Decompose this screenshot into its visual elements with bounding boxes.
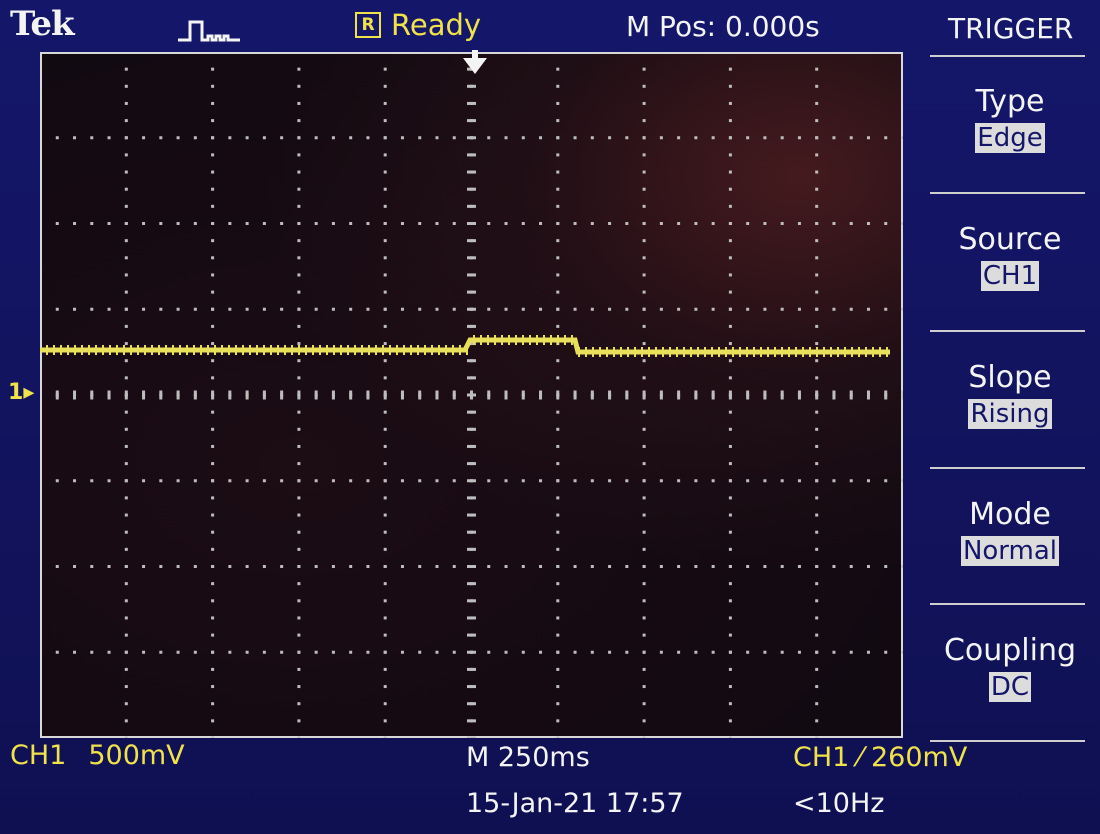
menu-item-type[interactable]: Type Edge (930, 84, 1090, 153)
status-bar: Tek R Ready M Pos: 0.000s (0, 0, 930, 50)
menu-item-value: Rising (968, 399, 1052, 429)
datetime-readout: 15-Jan-21 17:57 (466, 788, 684, 819)
menu-item-value: CH1 (980, 261, 1040, 291)
trigger-frequency-readout: <10Hz (793, 788, 885, 819)
trigger-level-readout: CH1 ⁄ 260mV (793, 742, 968, 773)
menu-item-source[interactable]: Source CH1 (930, 222, 1090, 291)
menu-divider (930, 603, 1085, 605)
graticule-grid (40, 67, 903, 738)
ch1-marker-label: 1 (8, 380, 24, 405)
menu-item-label: Slope (968, 360, 1052, 395)
menu-item-value: DC (988, 672, 1032, 702)
menu-item-value: Edge (975, 123, 1045, 153)
menu-divider (930, 192, 1085, 194)
brand-logo: Tek (10, 4, 75, 44)
menu-item-label: Source (958, 222, 1062, 257)
ch1-trace-line (40, 337, 890, 355)
run-state-badge: R (355, 12, 381, 38)
trigger-position-arrow-icon (463, 50, 487, 74)
menu-item-mode[interactable]: Mode Normal (930, 497, 1090, 566)
menu-item-label: Coupling (943, 633, 1077, 668)
graticule-display (40, 52, 903, 738)
trigger-menu: TRIGGER Type Edge Source CH1 Slope Risin… (930, 0, 1100, 834)
ch1-trace (40, 335, 890, 357)
menu-item-label: Mode (969, 497, 1051, 532)
menu-title: TRIGGER (948, 12, 1074, 45)
menu-divider (930, 740, 1085, 742)
timebase-readout: M 250ms (466, 742, 590, 773)
menu-item-value: Normal (960, 536, 1060, 566)
menu-item-slope[interactable]: Slope Rising (930, 360, 1090, 429)
ch1-volts-div: 500mV (88, 740, 185, 771)
menu-divider (930, 55, 1085, 57)
ch1-ground-marker: 1▸ (8, 380, 35, 405)
status-text: Ready (391, 8, 482, 42)
menu-divider (930, 330, 1085, 332)
ch1-scale-readout: CH1 500mV (10, 740, 207, 771)
menu-divider (930, 467, 1085, 469)
ch1-label: CH1 (10, 740, 67, 771)
menu-item-label: Type (975, 84, 1045, 119)
menu-item-coupling[interactable]: Coupling DC (930, 633, 1090, 702)
main-position-readout: M Pos: 0.000s (626, 10, 820, 43)
acquisition-status: R Ready (355, 8, 481, 42)
pulse-waveform-icon (178, 20, 240, 42)
